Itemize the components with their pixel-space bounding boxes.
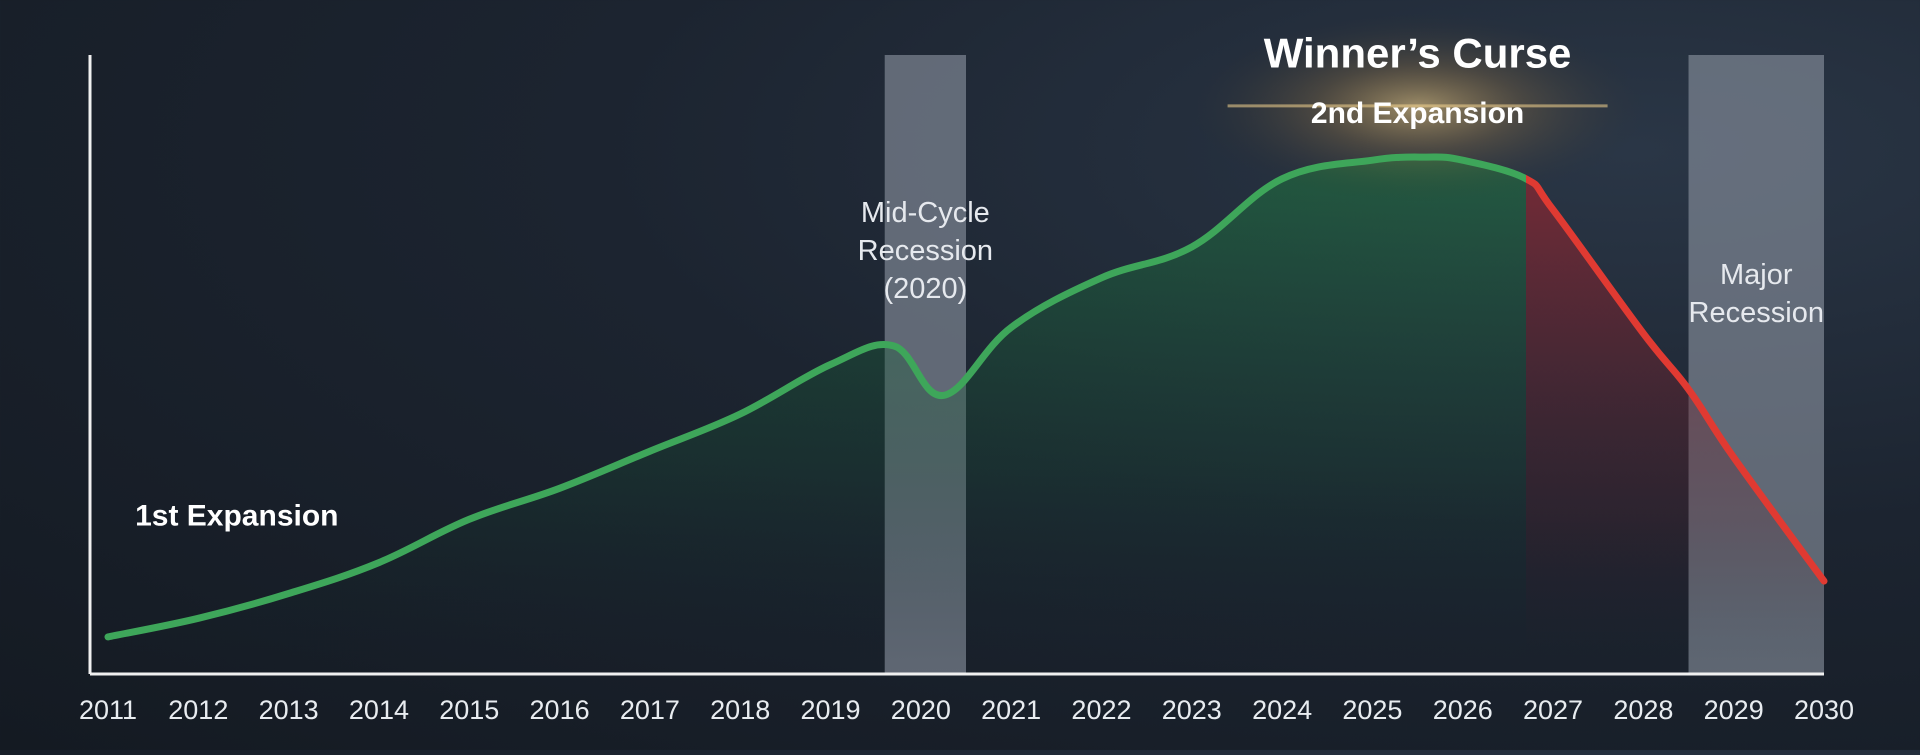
x-tick-label: 2030 <box>1794 695 1854 725</box>
x-tick-labels: 2011 2012 2013 2014 2015 2016 2017 2018 2019 2020… <box>79 695 1854 725</box>
x-tick-label: 2024 <box>1252 695 1312 725</box>
winners-curse-label: Winner’s Curse <box>1264 29 1572 76</box>
x-tick-label: 2029 <box>1704 695 1764 725</box>
axes <box>88 55 1824 676</box>
x-tick-label: 2022 <box>1071 695 1131 725</box>
glow-layer <box>1187 12 1648 203</box>
recession-label-1: Recession <box>858 235 993 267</box>
second-expansion-label: 2nd Expansion <box>1311 97 1524 130</box>
x-tick-label: 2016 <box>530 695 590 725</box>
x-tick-label: 2027 <box>1523 695 1583 725</box>
series-line-decline <box>1525 174 1828 585</box>
x-tick-label: 2012 <box>168 695 228 725</box>
x-tick-label: 2017 <box>620 695 680 725</box>
x-tick-label: 2018 <box>710 695 770 725</box>
x-tick-label: 2023 <box>1162 695 1222 725</box>
recession-label-2: Recession <box>1689 297 1824 329</box>
x-tick-label: 2028 <box>1613 695 1673 725</box>
x-tick-label: 2025 <box>1342 695 1402 725</box>
x-tick-label: 2015 <box>439 695 499 725</box>
area-fill-decline <box>1525 178 1824 674</box>
first-expansion-label: 1st Expansion <box>135 499 338 532</box>
x-tick-label: 2013 <box>259 695 319 725</box>
area-fill-expansion <box>108 157 1526 674</box>
title-glow-streak <box>1227 104 1608 108</box>
recession-label-2: Major <box>1720 259 1793 291</box>
x-tick-label: 2019 <box>800 695 860 725</box>
x-tick-label: 2020 <box>891 695 951 725</box>
area-fill <box>108 157 1824 674</box>
series-line <box>104 153 1828 641</box>
x-tick-label: 2026 <box>1433 695 1493 725</box>
series-line-expansion <box>104 153 1526 641</box>
x-tick-label: 2021 <box>981 695 1041 725</box>
recession-label-1: (2020) <box>883 273 967 305</box>
recession-label-1: Mid-Cycle <box>861 197 990 229</box>
x-tick-label: 2014 <box>349 695 409 725</box>
x-tick-label: 2011 <box>79 695 137 725</box>
annotations: Mid-Cycle Recession (2020) Major Recession 1s… <box>135 29 1824 532</box>
